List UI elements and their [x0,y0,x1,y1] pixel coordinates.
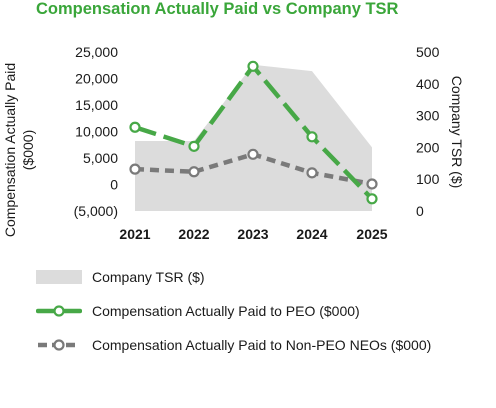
left-tick-label: 5,000 [83,150,118,166]
x-tick-label: 2024 [296,226,327,242]
neo-point [366,178,378,190]
chart-title: Compensation Actually Paid vs Company TS… [36,0,399,18]
right-tick-label: 200 [416,139,440,155]
x-tick-label: 2023 [237,226,268,242]
neo-point [306,167,318,179]
peo-point [188,140,200,152]
legend-swatch-neo [36,336,82,352]
legend-item-tsr: Company TSR ($) [36,268,452,287]
neo-point [188,166,200,178]
left-tick-label: 25,000 [75,44,118,60]
legend-item-peo: Compensation Actually Paid to PEO ($000) [35,302,452,321]
legend-label-neo: Compensation Actually Paid to Non-PEO NE… [92,337,432,353]
peo-point [247,60,259,72]
legend-swatch-peo [35,302,83,318]
left-tick-label: 20,000 [75,71,118,87]
legend-label-peo: Compensation Actually Paid to PEO ($000) [92,303,360,319]
x-tick-label: 2025 [356,226,387,242]
peo-point [366,193,378,205]
legend-swatch-tsr [36,268,82,284]
peo-point [129,121,141,133]
left-axis-title: Compensation Actually Paid ($000) [2,63,36,237]
left-tick-label: (5,000) [74,203,118,219]
right-tick-label: 100 [416,171,440,187]
left-tick-label: 10,000 [75,124,118,140]
right-tick-label: 300 [416,108,440,124]
left-tick-label: 15,000 [75,97,118,113]
neo-point [129,163,141,175]
left-tick-label: 0 [110,177,118,193]
x-tick-label: 2022 [178,226,209,242]
right-tick-label: 500 [416,44,440,60]
right-tick-label: 0 [416,203,424,219]
peo-point [306,131,318,143]
chart-area: 25,000 20,000 15,000 10,000 5,000 0 (5,000) 500… [2,44,465,242]
right-axis-title: Company TSR ($) [449,76,465,189]
legend-label-tsr: Company TSR ($) [92,269,205,285]
legend-item-neo: Compensation Actually Paid to Non-PEO NE… [36,336,452,355]
x-tick-label: 2021 [119,226,150,242]
neo-point [247,148,259,160]
right-tick-label: 400 [416,76,440,92]
